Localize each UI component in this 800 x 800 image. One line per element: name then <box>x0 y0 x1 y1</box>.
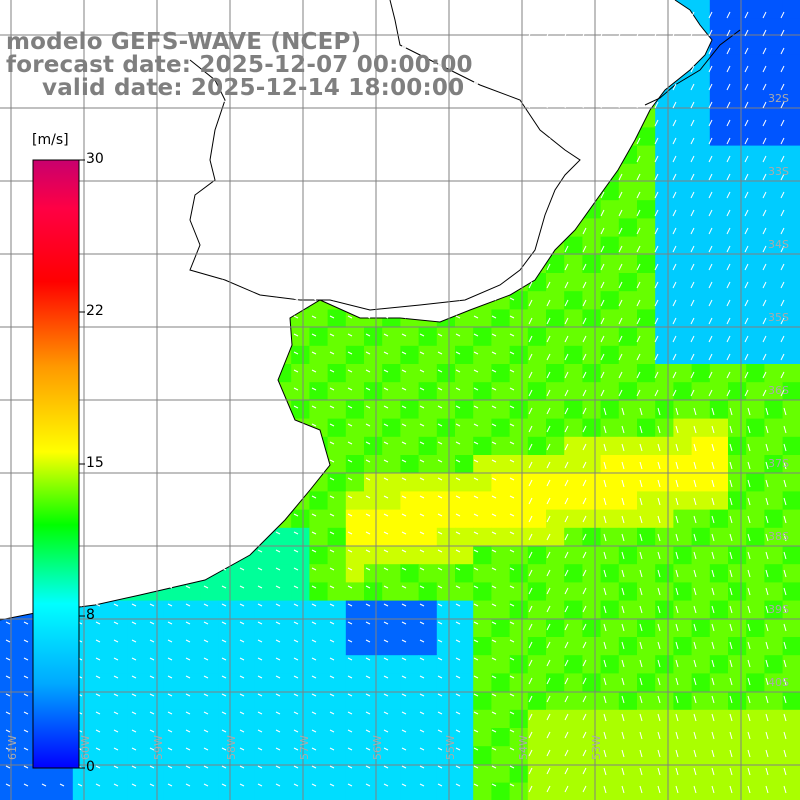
lon-label: 58W <box>225 735 238 760</box>
lon-label: 56W <box>371 735 384 760</box>
lon-label: 59W <box>152 735 165 760</box>
forecast-date: forecast date: 2025-12-07 00:00:00 <box>6 52 473 78</box>
latitude-labels: 32S 33S 34S 35S 36S 37S 38S 39S 40S <box>768 92 789 689</box>
lat-label: 34S <box>768 238 789 251</box>
lat-label: 37S <box>768 457 789 470</box>
lat-label: 40S <box>768 676 789 689</box>
lat-label: 39S <box>768 603 789 616</box>
lon-label: 54W <box>517 735 530 760</box>
model-title: modelo GEFS-WAVE (NCEP) <box>6 29 362 55</box>
land-mass <box>0 0 741 621</box>
longitude-labels: 61W 60W 59W 58W 57W 56W 55W 54W 53W <box>6 735 603 760</box>
lon-label: 61W <box>6 735 19 760</box>
colorbar <box>32 159 80 769</box>
lon-label: 53W <box>590 735 603 760</box>
lat-label: 36S <box>768 384 789 397</box>
colorbar-tick-label: 0 <box>86 759 95 775</box>
lon-label: 60W <box>79 735 92 760</box>
lat-label: 38S <box>768 530 789 543</box>
colorbar-tick-label: 22 <box>86 303 104 319</box>
lon-label: 55W <box>444 735 457 760</box>
colorbar-unit: [m/s] <box>32 132 69 148</box>
colorbar-ticks <box>79 159 85 769</box>
lat-label: 35S <box>768 311 789 324</box>
lon-label: 57W <box>298 735 311 760</box>
colorbar-tick-label: 15 <box>86 455 104 471</box>
colorbar-tick-label: 30 <box>86 151 104 167</box>
colorbar-tick-label: 8 <box>86 607 95 623</box>
valid-date: valid date: 2025-12-14 18:00:00 <box>42 75 465 101</box>
lat-label: 32S <box>768 92 789 105</box>
lat-label: 33S <box>768 165 789 178</box>
